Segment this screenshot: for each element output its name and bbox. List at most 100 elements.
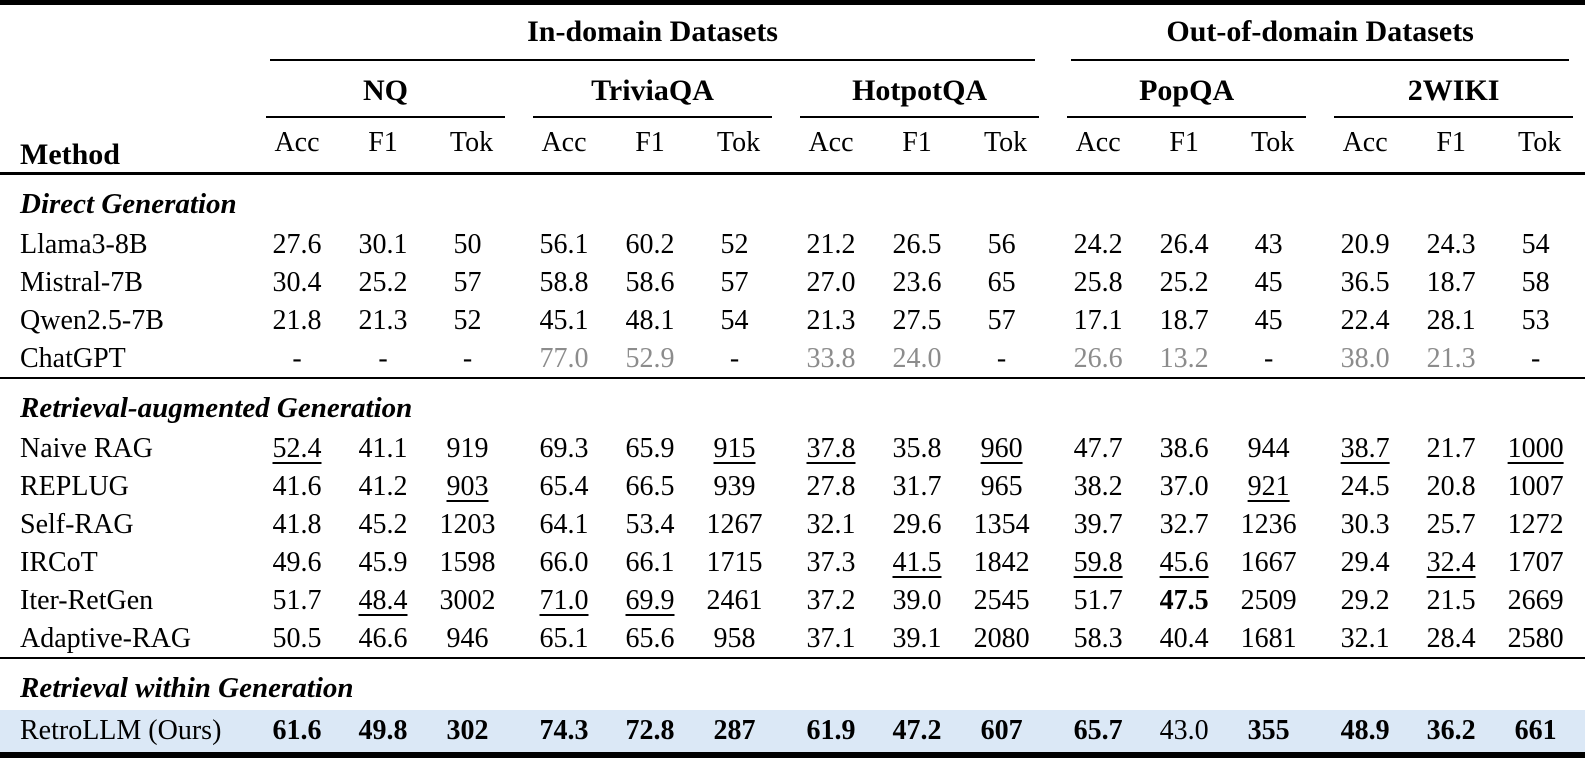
section-row: Retrieval-augmented Generation <box>0 377 1585 430</box>
value-cell: 72.8 <box>625 715 675 746</box>
method-cell: IRCoT <box>20 547 98 578</box>
value-cell: 21.3 <box>806 305 856 336</box>
value-cell: 1598 <box>439 547 496 578</box>
value-cell: 1354 <box>973 509 1030 540</box>
value-cell: 38.2 <box>1073 471 1123 502</box>
value-cell: 71.0 <box>539 585 589 616</box>
value-cell: 39.0 <box>892 585 942 616</box>
metric-header-tok: Tok <box>691 117 786 175</box>
value-cell: 37.0 <box>1159 471 1209 502</box>
value-cell: 48.4 <box>358 585 408 616</box>
value-cell: 661 <box>1514 715 1557 746</box>
value-cell: 66.1 <box>625 547 675 578</box>
metric-header-f1: F1 <box>1410 117 1493 175</box>
dataset-header-2wiki: 2WIKI <box>1320 61 1585 118</box>
value-cell: 21.2 <box>806 229 856 260</box>
section-title: Retrieval-augmented Generation <box>0 377 1585 430</box>
value-cell: 64.1 <box>539 509 589 540</box>
value-cell: 59.8 <box>1073 547 1123 578</box>
value-cell: 41.2 <box>358 471 408 502</box>
value-cell: - <box>378 342 388 374</box>
value-cell: 944 <box>1247 433 1290 464</box>
value-cell: 20.8 <box>1426 471 1476 502</box>
value-cell: 57 <box>453 267 482 298</box>
value-cell: 65.7 <box>1073 715 1123 746</box>
value-cell: 58.8 <box>539 267 589 298</box>
value-cell: 21.3 <box>1426 342 1476 374</box>
value-cell: 52 <box>453 305 482 336</box>
value-cell: 25.2 <box>358 267 408 298</box>
value-cell: 30.3 <box>1340 509 1390 540</box>
value-cell: 37.3 <box>806 547 856 578</box>
value-cell: 65.4 <box>539 471 589 502</box>
value-cell: 35.8 <box>892 433 942 464</box>
metric-header-f1: F1 <box>876 117 958 175</box>
value-cell: 1267 <box>706 509 763 540</box>
value-cell: 65.1 <box>539 622 589 654</box>
value-cell: 939 <box>713 471 756 502</box>
value-cell: 39.7 <box>1073 509 1123 540</box>
value-cell: 1715 <box>706 547 763 578</box>
table-body: Direct Generation Llama3-8B 27.6 30.1 50 56.1… <box>0 174 1585 755</box>
metric-header-f1: F1 <box>609 117 691 175</box>
value-cell: 61.6 <box>272 715 322 746</box>
value-cell: 65.9 <box>625 433 675 464</box>
value-cell: - <box>729 342 740 374</box>
section-row: Retrieval within Generation <box>0 657 1585 710</box>
value-cell: 919 <box>446 433 489 464</box>
dataset-header-popqa: PopQA <box>1053 61 1320 118</box>
value-cell: 38.0 <box>1340 342 1390 374</box>
section-row: Direct Generation <box>0 174 1585 227</box>
table-row: Iter-RetGen 51.7 48.4 3002 71.0 69.9 2461 37.2 3… <box>0 582 1585 620</box>
metric-header-acc: Acc <box>1053 117 1144 175</box>
dataset-label: PopQA <box>1139 73 1235 107</box>
value-cell: 26.6 <box>1073 342 1123 374</box>
value-cell: 287 <box>713 715 756 746</box>
value-cell: 18.7 <box>1426 267 1476 298</box>
value-cell: 53 <box>1521 305 1550 336</box>
table-row: ChatGPT - - - 77.0 52.9 - 33.8 24.0 - 26.6 13.2 - 38.… <box>0 340 1585 378</box>
value-cell: 21.3 <box>358 305 408 336</box>
value-cell: 65.6 <box>625 622 675 654</box>
value-cell: 46.6 <box>358 622 408 654</box>
metric-header-f1: F1 <box>1143 117 1226 175</box>
value-cell: 52.4 <box>272 433 322 464</box>
value-cell: 30.4 <box>272 267 322 298</box>
value-cell: 48.9 <box>1340 715 1390 746</box>
method-cell: Naive RAG <box>20 433 153 464</box>
value-cell: 41.8 <box>272 509 322 540</box>
value-cell: 61.9 <box>806 715 856 746</box>
value-cell: 960 <box>980 433 1023 464</box>
method-header-label: Method <box>20 138 120 171</box>
value-cell: - <box>1530 342 1541 374</box>
table-row: Self-RAG 41.8 45.2 1203 64.1 53.4 1267 32.1 29.6… <box>0 506 1585 544</box>
group-header-row: Method In-domain Datasets Out-of-domain … <box>0 2 1585 175</box>
value-cell: 36.2 <box>1426 715 1476 746</box>
value-cell: 1707 <box>1507 547 1564 578</box>
metric-header-acc: Acc <box>786 117 876 175</box>
group-header-in-domain: In-domain Datasets <box>252 3 1053 61</box>
value-cell: 29.4 <box>1340 547 1390 578</box>
metric-header-tok: Tok <box>1492 117 1585 175</box>
metric-header-acc: Acc <box>519 117 609 175</box>
dataset-label: TriviaQA <box>591 73 714 107</box>
method-cell: REPLUG <box>20 471 129 502</box>
value-cell: 51.7 <box>272 585 322 616</box>
section-title: Retrieval within Generation <box>0 657 1585 710</box>
value-cell: 32.1 <box>806 509 856 540</box>
value-cell: - <box>462 342 473 374</box>
value-cell: 60.2 <box>625 229 675 260</box>
value-cell: 47.7 <box>1073 433 1123 464</box>
value-cell: 27.5 <box>892 305 942 336</box>
value-cell: 69.9 <box>625 585 675 616</box>
value-cell: 24.3 <box>1426 229 1476 260</box>
value-cell: 50 <box>453 229 482 260</box>
value-cell: 49.6 <box>272 547 322 578</box>
value-cell: 1681 <box>1240 622 1297 654</box>
value-cell: 29.2 <box>1340 585 1390 616</box>
value-cell: 48.1 <box>625 305 675 336</box>
value-cell: 43 <box>1254 229 1283 260</box>
value-cell: 32.4 <box>1426 547 1476 578</box>
value-cell: 47.5 <box>1159 585 1209 616</box>
